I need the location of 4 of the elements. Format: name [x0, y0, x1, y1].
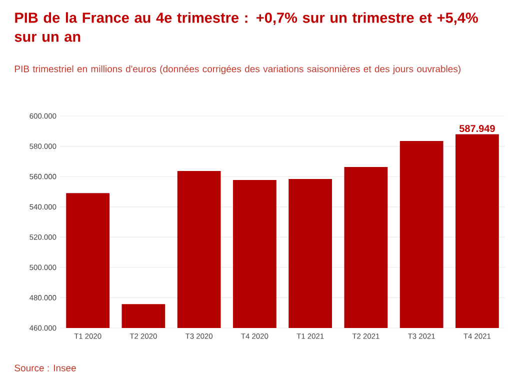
data-label: 587.949 [459, 124, 495, 132]
chart-subtitle: PIB trimestriel en millions d'euros (données corrigées des variations saisonnières et des jours ouvrables) [14, 65, 460, 74]
source-note: Source : Insee [14, 364, 76, 372]
chart-title: PIB de la France au 4e trimestre : +0,7% sur un trimestre et +5,4% sur un an [14, 12, 478, 42]
